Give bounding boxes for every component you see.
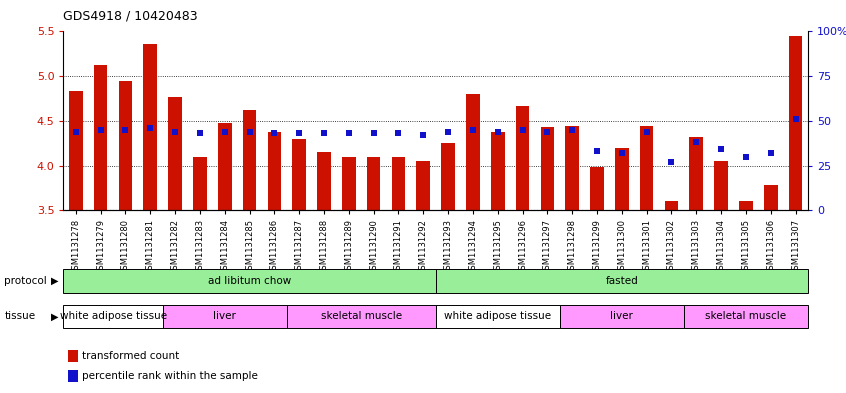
Text: fasted: fasted	[606, 276, 638, 286]
Point	[317, 130, 331, 136]
Bar	[591, 167, 604, 210]
Point	[193, 130, 206, 136]
Bar	[739, 201, 753, 210]
Text: tissue: tissue	[4, 311, 36, 321]
Bar	[436, 269, 808, 293]
Point	[665, 159, 678, 165]
Point	[565, 127, 579, 133]
Point	[392, 130, 405, 136]
Text: ad libitum chow: ad libitum chow	[208, 276, 291, 286]
Bar	[267, 132, 281, 210]
Point	[516, 127, 530, 133]
Bar	[689, 137, 703, 210]
Bar	[665, 201, 678, 210]
Bar	[416, 161, 430, 210]
Bar	[118, 81, 132, 210]
Text: white adipose tissue: white adipose tissue	[444, 311, 552, 321]
Text: white adipose tissue: white adipose tissue	[59, 311, 167, 321]
Point	[94, 127, 107, 133]
Point	[591, 148, 604, 154]
Point	[416, 132, 430, 138]
Bar	[788, 36, 802, 210]
Point	[640, 129, 653, 135]
Point	[689, 139, 703, 145]
Bar	[684, 305, 808, 328]
Bar	[466, 94, 480, 210]
Point	[466, 127, 480, 133]
Point	[267, 130, 281, 136]
Point	[293, 130, 306, 136]
Bar	[168, 97, 182, 210]
Bar	[94, 64, 107, 210]
Bar	[293, 139, 306, 210]
Text: protocol: protocol	[4, 276, 47, 286]
Text: ▶: ▶	[51, 311, 58, 321]
Text: skeletal muscle: skeletal muscle	[706, 311, 787, 321]
Point	[118, 127, 132, 133]
Bar	[516, 106, 530, 210]
Point	[615, 150, 629, 156]
Bar	[491, 132, 504, 210]
Bar	[541, 127, 554, 210]
Bar	[342, 157, 355, 210]
Bar	[193, 157, 206, 210]
Point	[342, 130, 355, 136]
Bar	[367, 157, 381, 210]
Text: transformed count: transformed count	[82, 351, 179, 361]
Point	[541, 129, 554, 135]
Point	[714, 146, 728, 152]
Bar	[63, 269, 436, 293]
Bar	[63, 305, 162, 328]
Text: ▶: ▶	[51, 276, 58, 286]
Bar	[615, 148, 629, 210]
Point	[144, 125, 157, 131]
Bar	[144, 44, 157, 210]
Bar	[218, 123, 232, 210]
Point	[764, 150, 777, 156]
Text: skeletal muscle: skeletal muscle	[321, 311, 402, 321]
Point	[739, 153, 753, 160]
Bar	[714, 161, 728, 210]
Bar	[317, 152, 331, 210]
Bar	[69, 91, 83, 210]
Point	[218, 129, 232, 135]
Bar	[764, 185, 777, 210]
Bar	[392, 157, 405, 210]
Point	[168, 129, 182, 135]
Text: percentile rank within the sample: percentile rank within the sample	[82, 371, 258, 381]
Bar	[565, 126, 579, 210]
Bar	[243, 110, 256, 210]
Text: GDS4918 / 10420483: GDS4918 / 10420483	[63, 10, 198, 23]
Bar	[640, 126, 653, 210]
Bar	[442, 143, 455, 210]
Text: liver: liver	[213, 311, 236, 321]
Point	[788, 116, 802, 122]
Point	[491, 129, 504, 135]
Text: liver: liver	[610, 311, 634, 321]
Point	[367, 130, 381, 136]
Bar	[436, 305, 560, 328]
Point	[243, 129, 256, 135]
Point	[69, 129, 83, 135]
Bar	[162, 305, 287, 328]
Bar	[560, 305, 684, 328]
Point	[442, 129, 455, 135]
Bar	[287, 305, 436, 328]
